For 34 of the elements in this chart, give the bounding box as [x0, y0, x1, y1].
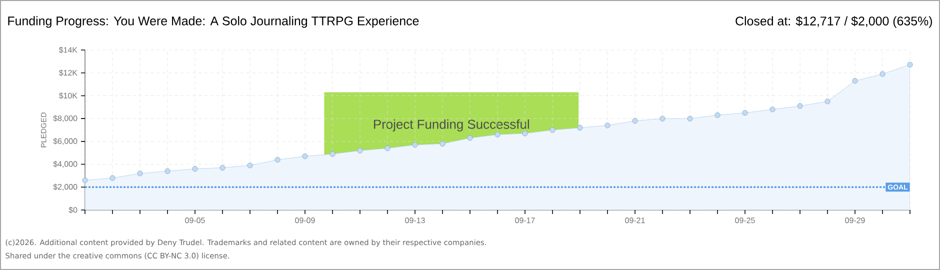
point — [797, 103, 803, 109]
point — [247, 162, 253, 168]
point — [440, 140, 446, 147]
point — [604, 122, 610, 128]
point — [632, 118, 638, 124]
point — [220, 164, 226, 171]
point — [192, 166, 198, 172]
point — [384, 145, 390, 152]
point — [467, 135, 473, 141]
point — [852, 78, 858, 84]
chart-subtitle: Closed at: $12,717 / $2,000 (635%) — [736, 16, 932, 28]
point — [412, 142, 418, 148]
point — [742, 110, 748, 116]
point — [522, 130, 528, 136]
point — [330, 151, 336, 157]
point — [577, 124, 583, 131]
point — [660, 116, 666, 122]
point — [880, 71, 886, 77]
point — [494, 132, 500, 138]
point — [357, 148, 363, 154]
point — [164, 168, 170, 174]
chart-title: Funding Progress: You Were Made: A Solo Journaling TTRPG Experience — [8, 16, 419, 28]
point — [907, 62, 913, 68]
point — [824, 98, 830, 104]
point — [302, 153, 308, 160]
point — [82, 177, 88, 184]
point — [550, 127, 556, 133]
point — [770, 106, 776, 112]
annotation: Project Funding Successful — [374, 119, 529, 132]
point — [110, 175, 116, 181]
point — [137, 170, 143, 176]
point — [687, 116, 693, 122]
point — [714, 112, 720, 118]
point — [274, 156, 280, 163]
